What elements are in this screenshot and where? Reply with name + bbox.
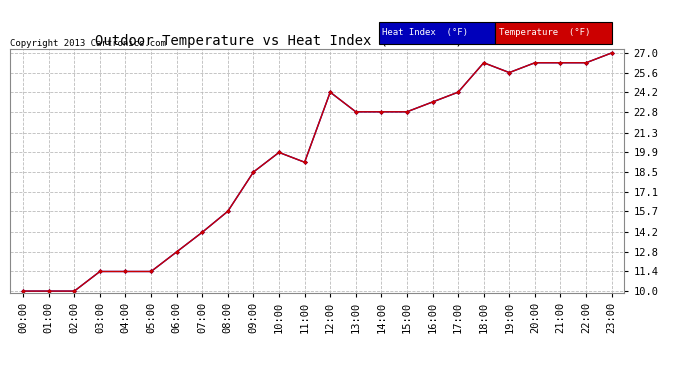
- FancyBboxPatch shape: [379, 22, 495, 44]
- Text: Temperature  (°F): Temperature (°F): [499, 28, 590, 38]
- Title: Outdoor Temperature vs Heat Index (24 Hours) 20131208: Outdoor Temperature vs Heat Index (24 Ho…: [95, 34, 540, 48]
- Text: Copyright 2013 Cartronics.com: Copyright 2013 Cartronics.com: [10, 39, 166, 48]
- Text: Heat Index  (°F): Heat Index (°F): [382, 28, 468, 38]
- FancyBboxPatch shape: [495, 22, 612, 44]
